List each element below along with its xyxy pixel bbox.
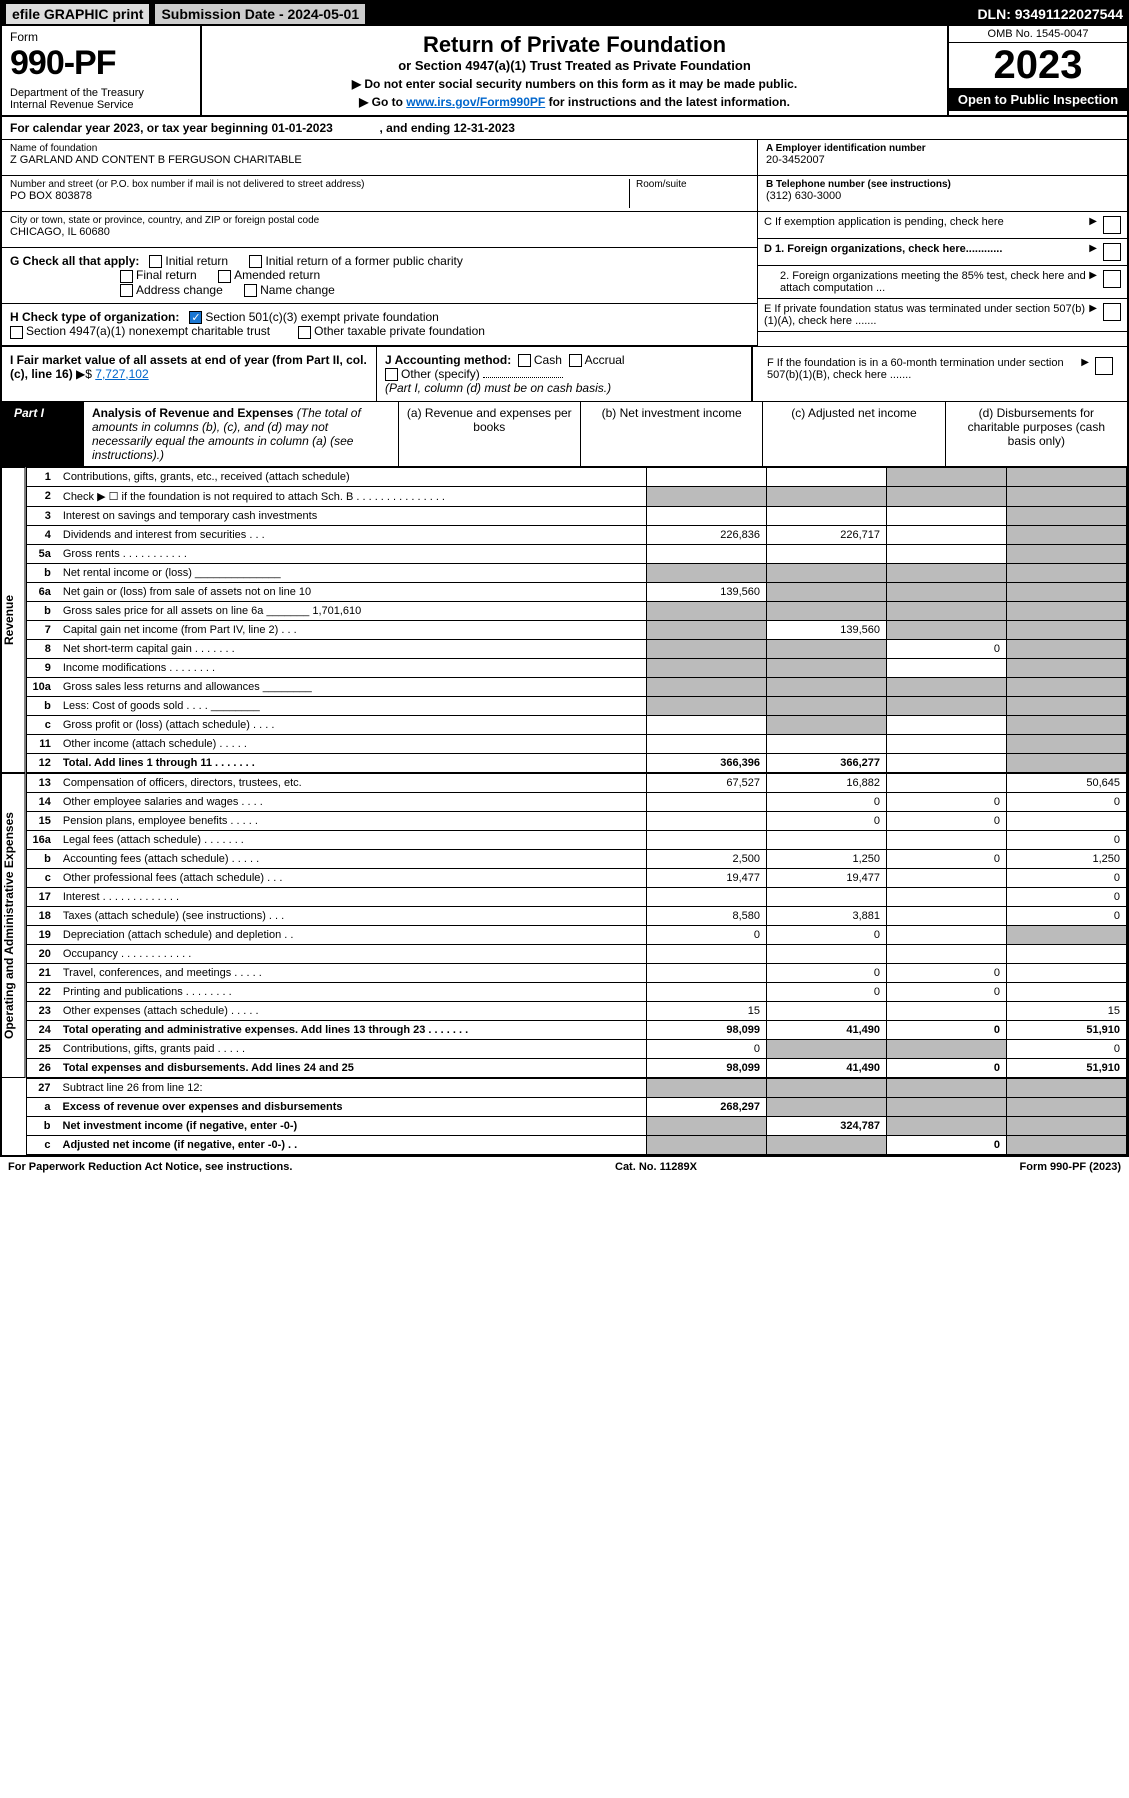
fmv-value: 7,727,102 bbox=[95, 367, 148, 381]
addr-label: Number and street (or P.O. box number if… bbox=[10, 179, 629, 190]
chk-name-change[interactable]: Name change bbox=[244, 283, 335, 297]
form-number: 990-PF bbox=[10, 44, 192, 83]
name-label: Name of foundation bbox=[10, 143, 749, 154]
chk-501c3[interactable]: Section 501(c)(3) exempt private foundat… bbox=[189, 310, 438, 324]
chk-initial-former[interactable]: Initial return of a former public charit… bbox=[249, 254, 462, 268]
note-goto: ▶ Go to www.irs.gov/Form990PF for instru… bbox=[212, 95, 937, 109]
ein-label: A Employer identification number bbox=[766, 143, 1119, 154]
chk-e[interactable] bbox=[1103, 303, 1121, 321]
top-bar: efile GRAPHIC print Submission Date - 20… bbox=[2, 2, 1127, 26]
chk-initial-return[interactable]: Initial return bbox=[149, 254, 228, 268]
cat-number: Cat. No. 11289X bbox=[615, 1161, 697, 1173]
revenue-table: 1Contributions, gifts, grants, etc., rec… bbox=[26, 467, 1127, 773]
f-label: F If the foundation is in a 60-month ter… bbox=[767, 357, 1081, 381]
c-label: C If exemption application is pending, c… bbox=[764, 216, 1089, 228]
col-a-header: (a) Revenue and expenses per books bbox=[399, 402, 581, 466]
expenses-side-label: Operating and Administrative Expenses bbox=[2, 773, 26, 1078]
chk-c[interactable] bbox=[1103, 216, 1121, 234]
submission-date: Submission Date - 2024-05-01 bbox=[155, 4, 365, 24]
revenue-side-label: Revenue bbox=[2, 467, 26, 773]
chk-accrual[interactable]: Accrual bbox=[569, 353, 625, 367]
e-label: E If private foundation status was termi… bbox=[764, 303, 1089, 327]
chk-f[interactable] bbox=[1095, 357, 1113, 375]
note-ssn: ▶ Do not enter social security numbers o… bbox=[212, 77, 937, 91]
form-label: Form bbox=[10, 30, 192, 44]
omb-number: OMB No. 1545-0047 bbox=[949, 26, 1127, 43]
chk-cash[interactable]: Cash bbox=[518, 353, 562, 367]
chk-d2[interactable] bbox=[1103, 270, 1121, 288]
chk-other-taxable[interactable]: Other taxable private foundation bbox=[298, 324, 485, 338]
city-value: CHICAGO, IL 60680 bbox=[10, 226, 749, 238]
paperwork-notice: For Paperwork Reduction Act Notice, see … bbox=[8, 1161, 292, 1173]
phone-value: (312) 630-3000 bbox=[766, 190, 1119, 202]
form-title: Return of Private Foundation bbox=[212, 32, 937, 58]
dln-label: DLN: 93491122027544 bbox=[977, 6, 1123, 22]
chk-4947a1[interactable]: Section 4947(a)(1) nonexempt charitable … bbox=[10, 324, 270, 338]
section-g: G Check all that apply: Initial return I… bbox=[2, 248, 757, 304]
expenses-table: 13Compensation of officers, directors, t… bbox=[26, 773, 1127, 1078]
chk-other-method[interactable]: Other (specify) bbox=[385, 367, 480, 381]
calendar-year-line: For calendar year 2023, or tax year begi… bbox=[2, 117, 1127, 140]
chk-final-return[interactable]: Final return bbox=[120, 268, 197, 282]
info-section: Name of foundation Z GARLAND AND CONTENT… bbox=[2, 140, 1127, 347]
section-h: H Check type of organization: Section 50… bbox=[2, 304, 757, 346]
ein-value: 20-3452007 bbox=[766, 154, 1119, 166]
d2-label: 2. Foreign organizations meeting the 85%… bbox=[764, 270, 1089, 294]
phone-label: B Telephone number (see instructions) bbox=[766, 179, 1119, 190]
col-b-header: (b) Net investment income bbox=[581, 402, 763, 466]
section-ij: I Fair market value of all assets at end… bbox=[2, 347, 1127, 403]
chk-amended-return[interactable]: Amended return bbox=[218, 268, 320, 282]
dept-label: Department of the Treasury Internal Reve… bbox=[10, 87, 192, 111]
summary-table: 27Subtract line 26 from line 12:aExcess … bbox=[26, 1078, 1127, 1155]
city-label: City or town, state or province, country… bbox=[10, 215, 749, 226]
room-label: Room/suite bbox=[636, 179, 749, 190]
street-address: PO BOX 803878 bbox=[10, 190, 629, 202]
form-header: Form 990-PF Department of the Treasury I… bbox=[2, 26, 1127, 117]
form-subtitle: or Section 4947(a)(1) Trust Treated as P… bbox=[212, 58, 937, 73]
form990pf-link[interactable]: www.irs.gov/Form990PF bbox=[406, 95, 545, 109]
col-d-header: (d) Disbursements for charitable purpose… bbox=[946, 402, 1127, 466]
col-c-header: (c) Adjusted net income bbox=[763, 402, 945, 466]
form-ref: Form 990-PF (2023) bbox=[1020, 1161, 1121, 1173]
chk-address-change[interactable]: Address change bbox=[120, 283, 223, 297]
efile-label: efile GRAPHIC print bbox=[6, 4, 149, 24]
d1-label: D 1. Foreign organizations, check here..… bbox=[764, 243, 1002, 255]
page-footer: For Paperwork Reduction Act Notice, see … bbox=[0, 1157, 1129, 1177]
part1-label: Part I bbox=[2, 402, 84, 466]
tax-year: 2023 bbox=[949, 43, 1127, 88]
inspection-label: Open to Public Inspection bbox=[949, 88, 1127, 111]
foundation-name: Z GARLAND AND CONTENT B FERGUSON CHARITA… bbox=[10, 154, 749, 166]
chk-d1[interactable] bbox=[1103, 243, 1121, 261]
